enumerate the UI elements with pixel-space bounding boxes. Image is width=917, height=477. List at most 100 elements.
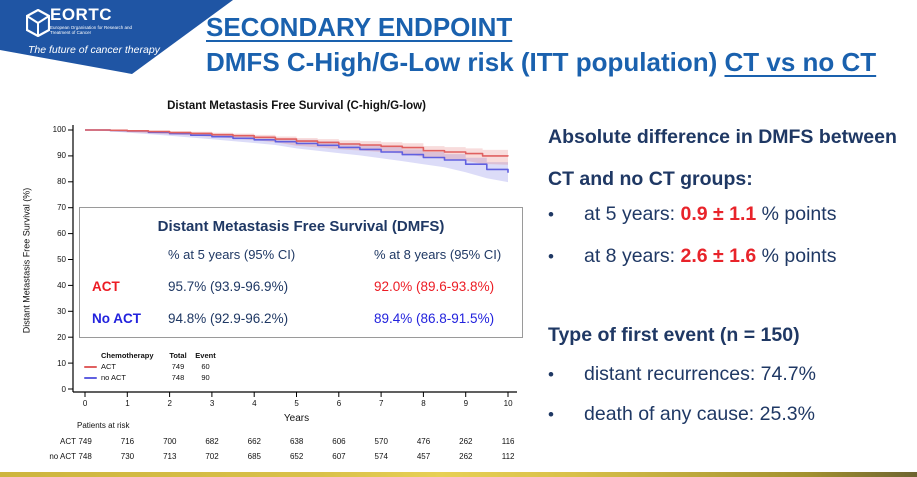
eortc-cube-icon: [26, 9, 50, 37]
at-risk-value: 748: [78, 452, 92, 461]
bullet-8yr-value: 2.6 ± 1.6: [680, 245, 757, 267]
ci-bands: [85, 130, 508, 183]
inset-noact-8yr: 89.4% (86.8-91.5%): [374, 311, 495, 326]
legend-header-event: Event: [195, 351, 216, 360]
x-ticks: [84, 392, 509, 397]
x-tick-label: 1: [125, 399, 130, 408]
banner-shape: [0, 0, 233, 74]
y-tick-label: 80: [57, 177, 66, 187]
inset-act-5yr: 95.7% (93.9-96.9%): [168, 279, 289, 294]
legend-swatch-noact: [84, 376, 97, 379]
x-tick-label: 4: [252, 399, 257, 408]
y-tick-label: 30: [57, 306, 66, 316]
y-tick-label: 100: [52, 125, 66, 135]
bullet-5-years: • at 5 years: 0.9 ± 1.1 % points: [548, 203, 908, 226]
x-tick-label: 2: [167, 399, 172, 408]
patients-at-risk-label: Patients at risk: [77, 421, 130, 430]
inset-col2-header: % at 8 years (95% CI): [374, 247, 502, 262]
at-risk-value: 112: [501, 452, 515, 461]
y-tick-label: 40: [57, 280, 66, 290]
bullet-5yr-value: 0.9 ± 1.1: [680, 203, 757, 225]
x-tick-label: 10: [503, 399, 513, 408]
inset-noact-5yr: 94.8% (92.9-96.2%): [168, 311, 289, 326]
absolute-difference-heading: Absolute difference in DMFS between CT a…: [548, 126, 897, 190]
bullet-death-any-cause: • death of any cause: 25.3%: [548, 403, 908, 426]
km-plot-svg: [68, 125, 517, 397]
inset-row-noact-label: No ACT: [92, 311, 141, 326]
logo-tagline: The future of cancer therapy: [28, 44, 160, 56]
at-risk-value: 570: [374, 437, 388, 446]
bullet-8yr-suffix: % points: [756, 245, 837, 267]
at-risk-value: 662: [247, 437, 262, 446]
x-tick-labels: 0 1 2 3 4 5 6 7 8 9 10: [64, 399, 530, 408]
bullet-marker: •: [548, 365, 554, 384]
y-tick-label: 70: [57, 203, 66, 213]
title-block: SECONDARY ENDPOINT DMFS C-High/G-Low ris…: [206, 12, 906, 78]
bullet-8-years: • at 8 years: 2.6 ± 1.6 % points: [548, 245, 908, 268]
legend-noact-event: 90: [201, 373, 210, 382]
x-tick-label: 9: [463, 399, 469, 408]
at-risk-value: 652: [289, 452, 304, 461]
bullet-5-years-text: at 5 years: 0.9 ± 1.1 % points: [584, 203, 836, 226]
bullet-5yr-suffix: % points: [756, 203, 837, 225]
x-axis-title: Years: [283, 413, 310, 424]
y-tick-label: 90: [57, 151, 66, 161]
title-line2-prefix: DMFS C-High/G-Low risk (ITT population): [206, 47, 725, 77]
bullet-8-years-text: at 8 years: 2.6 ± 1.6 % points: [584, 245, 836, 268]
bullet-distant-recurrences: • distant recurrences: 74.7%: [548, 363, 908, 386]
km-curves: [85, 129, 509, 173]
legend-act-total: 749: [171, 362, 185, 371]
legend-noact-total: 748: [171, 373, 185, 382]
at-risk-act-label: ACT: [60, 437, 76, 446]
legend-act-event: 60: [201, 362, 210, 371]
bullet-distant-recurrences-text: distant recurrences: 74.7%: [584, 363, 816, 385]
logo-org-name: EORTC: [50, 5, 112, 24]
eortc-logo: EORTC European Organisation for Research…: [26, 6, 216, 56]
at-risk-value: 716: [120, 437, 135, 446]
legend-swatch-act: [84, 365, 97, 368]
y-tick-label: 0: [61, 384, 66, 394]
at-risk-value: 457: [416, 452, 431, 461]
bullet-marker: •: [548, 405, 554, 424]
legend-header-chemotherapy: Chemotherapy: [101, 351, 154, 360]
chart-legend: Chemotherapy Total Event ACT 749 60 no A…: [84, 351, 219, 382]
at-risk-value: 700: [163, 437, 177, 446]
at-risk-value: 262: [459, 452, 473, 461]
x-tick-label: 5: [294, 399, 299, 408]
slide-title-line1: SECONDARY ENDPOINT: [206, 12, 513, 42]
x-tick-label: 8: [421, 399, 426, 408]
at-risk-noact-label: no ACT: [49, 452, 76, 461]
x-tick-label: 0: [82, 399, 88, 408]
at-risk-noact-row: 748 730 713 702 685 652 607 574 457 262 …: [64, 452, 530, 461]
inset-row-act-label: ACT: [92, 279, 120, 294]
legend-noact-name: no ACT: [101, 373, 127, 382]
at-risk-value: 730: [120, 452, 135, 461]
dmfs-inset-table: Distant Metastasis Free Survival (DMFS) …: [79, 207, 523, 338]
y-tick-labels: 100 90 80 70 60 50 40 30 20 10 0: [34, 117, 66, 402]
bullet-5yr-prefix: at 5 years:: [584, 203, 681, 225]
inset-act-8yr: 92.0% (89.6-93.8%): [374, 279, 495, 294]
type-of-first-event-heading: Type of first event (n = 150): [548, 324, 800, 346]
at-risk-value: 262: [459, 437, 473, 446]
inset-col1-header: % at 5 years (95% CI): [168, 247, 296, 262]
x-tick-label: 6: [336, 399, 342, 408]
bullet-marker: •: [548, 247, 554, 266]
at-risk-act-row: 749 716 700 682 662 638 606 570 476 262 …: [64, 437, 530, 446]
at-risk-value: 682: [205, 437, 219, 446]
title-line2-underlined: CT vs no CT: [724, 47, 877, 77]
at-risk-value: 749: [78, 437, 92, 446]
slide-title-line2: DMFS C-High/G-Low risk (ITT population) …: [206, 47, 906, 78]
eortc-banner: [0, 0, 233, 74]
x-tick-label: 3: [209, 399, 215, 408]
at-risk-value: 607: [332, 452, 346, 461]
y-axis-title: Distant Metastasis Free Survival (%): [21, 187, 32, 334]
y-tick-label: 60: [57, 229, 66, 239]
inset-empty-cell: [92, 247, 168, 262]
y-tick-label: 50: [57, 254, 66, 264]
at-risk-value: 702: [205, 452, 219, 461]
at-risk-value: 116: [501, 437, 515, 446]
legend-act-name: ACT: [101, 362, 116, 371]
bullet-marker: •: [548, 205, 554, 224]
bottom-gold-bar: [0, 472, 917, 477]
